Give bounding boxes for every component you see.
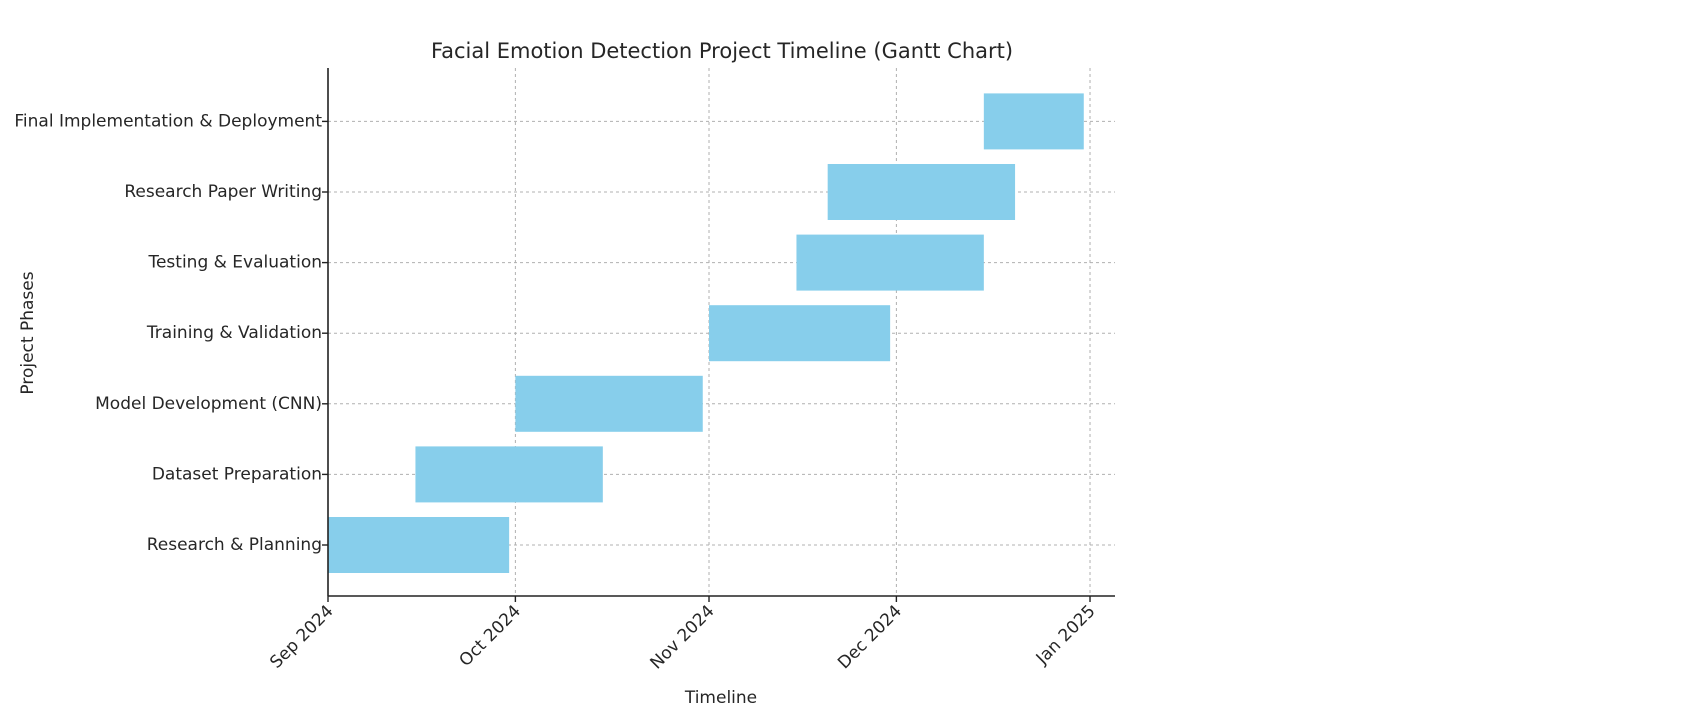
y-tick-label: Dataset Preparation	[152, 464, 322, 484]
y-tick-labels: Research & Planning Dataset Preparation Mo…	[14, 111, 322, 555]
y-tick-label: Final Implementation & Deployment	[14, 111, 322, 131]
x-tick-label: Nov 2024	[647, 601, 719, 673]
task-bar	[796, 234, 984, 291]
x-tick-label: Jan 2025	[1032, 601, 1100, 669]
y-axis-label: Project Phases	[18, 271, 38, 394]
x-tick-label: Sep 2024	[266, 601, 337, 672]
x-tick-label: Dec 2024	[834, 601, 906, 673]
x-tick-label: Oct 2024	[456, 601, 525, 670]
y-tick-label: Testing & Evaluation	[147, 253, 322, 273]
y-tick-label: Model Development (CNN)	[95, 394, 322, 414]
axes	[322, 68, 1115, 602]
y-tick-label: Research & Planning	[147, 535, 322, 555]
y-tick-label: Training & Validation	[146, 323, 322, 343]
task-bar	[328, 517, 510, 573]
y-tick-label: Research Paper Writing	[124, 182, 322, 202]
task-bar	[515, 375, 703, 432]
chart-title: Facial Emotion Detection Project Timelin…	[431, 39, 1013, 63]
x-tick-labels: Sep 2024 Oct 2024 Nov 2024 Dec 2024 Jan 2025	[266, 601, 1099, 673]
task-bar	[827, 164, 1016, 220]
task-bars	[328, 93, 1084, 573]
task-bar	[709, 305, 891, 362]
task-bar	[415, 446, 603, 503]
x-axis-label: Timeline	[684, 688, 757, 708]
task-bar	[983, 93, 1084, 150]
